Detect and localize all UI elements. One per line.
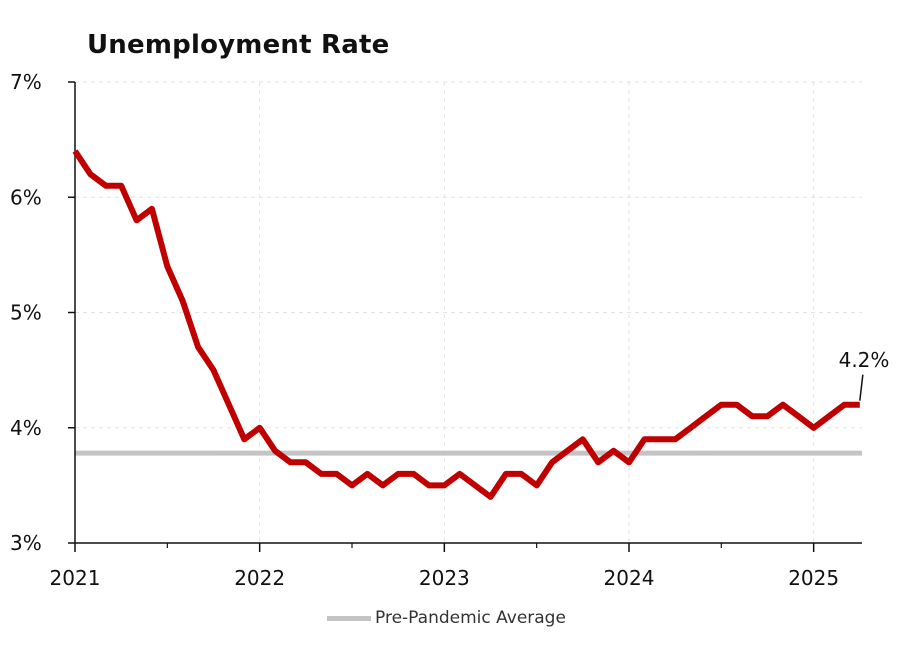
annotation-layer: 4.2% [839,348,890,401]
series-layer [72,149,860,500]
x-tick-label: 2022 [234,566,285,590]
axes [68,81,862,552]
y-tick-label: 3% [10,531,42,555]
y-tick-label: 5% [10,301,42,325]
x-tick-label: 2021 [50,566,101,590]
y-tick-label: 4% [10,416,42,440]
legend-label-pre-pandemic: Pre-Pandemic Average [375,608,566,628]
y-tick-labels: 3% 4% 5% 6% 7% [10,70,42,555]
y-tick-label: 6% [10,185,42,209]
annotation-leader [859,374,864,401]
x-tick-label: 2024 [604,566,655,590]
unemployment-rate-line [72,149,860,500]
grid-lines [75,81,862,543]
x-tick-label: 2023 [419,566,470,590]
x-tick-label: 2025 [788,566,839,590]
y-tick-label: 7% [10,70,42,94]
legend-swatch-pre-pandemic [327,615,371,621]
annotation-label: 4.2% [839,348,890,372]
legend: Pre-Pandemic Average [327,608,566,628]
x-tick-labels: 2021 2022 2023 2024 2025 [50,566,840,590]
chart-title: Unemployment Rate [87,30,390,60]
